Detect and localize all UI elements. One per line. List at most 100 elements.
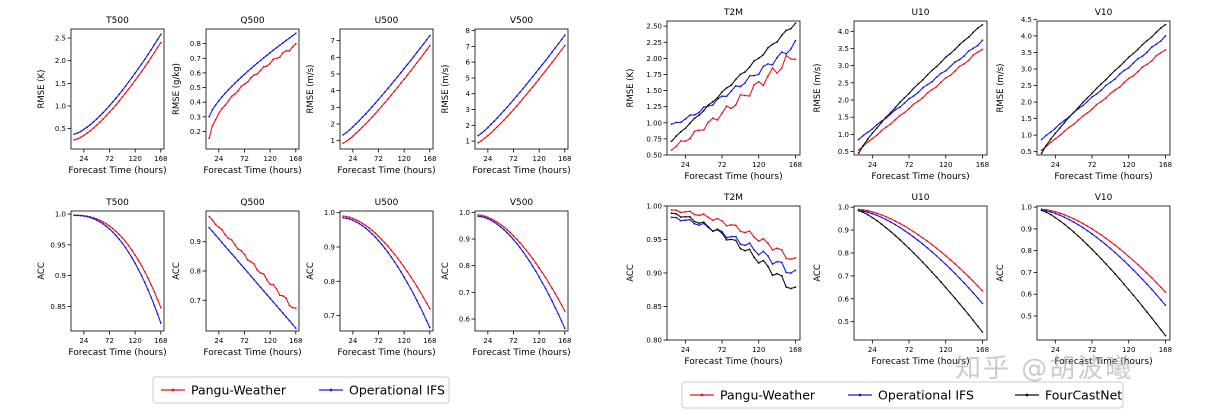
data-point-ifs (416, 51, 418, 54)
data-point-pangu (522, 245, 524, 248)
data-point-ifs (1164, 35, 1167, 37)
data-point-pangu (1137, 263, 1139, 266)
data-point-ifs (762, 250, 765, 253)
data-point-ifs (903, 229, 906, 232)
series-line-fcn (671, 212, 796, 290)
data-point-ifs (944, 70, 947, 72)
data-point-ifs (899, 106, 901, 108)
data-point-pangu (721, 112, 723, 115)
data-point-pangu (519, 241, 521, 244)
data-point-pangu (538, 266, 540, 269)
data-point-ifs (111, 231, 114, 233)
data-point-ifs (86, 126, 88, 129)
data-point-ifs (480, 215, 483, 218)
data-point-fcn (1109, 74, 1112, 76)
x-axis-label: Forecast Time (hours) (68, 166, 166, 176)
x-tick-label: 72 (905, 346, 914, 354)
data-point-pangu (535, 82, 537, 84)
data-point-ifs (538, 276, 540, 278)
y-tick-label: 0.85 (50, 303, 66, 311)
data-point-pangu (278, 56, 281, 59)
series-line-ifs (208, 227, 297, 329)
data-point-fcn (1049, 213, 1052, 216)
series-line-ifs (1041, 35, 1166, 140)
y-tick-label: 1 (466, 138, 470, 146)
data-point-fcn (976, 325, 979, 328)
data-point-pangu (159, 41, 162, 44)
series-line-pangu (478, 214, 566, 312)
data-point-pangu (143, 270, 146, 273)
data-point-pangu (140, 70, 143, 73)
y-axis-label: RMSE (K) (626, 69, 636, 108)
data-point-ifs (137, 67, 140, 70)
data-point-pangu (702, 213, 705, 216)
y-tick-label: 1.5 (1021, 115, 1032, 123)
series-line-pangu (858, 208, 983, 292)
data-point-pangu (486, 216, 489, 219)
data-point-pangu (1109, 240, 1112, 243)
data-point-ifs (496, 116, 499, 119)
x-tick-label: 168 (789, 161, 802, 169)
data-point-ifs (899, 226, 901, 229)
data-point-pangu (272, 283, 275, 286)
data-point-ifs (269, 51, 271, 54)
data-point-ifs (256, 282, 259, 285)
subplot-title: T2M (723, 8, 743, 18)
data-point-fcn (739, 73, 742, 76)
data-point-pangu (876, 134, 878, 137)
data-point-pangu (361, 222, 364, 225)
data-point-ifs (944, 263, 947, 266)
y-tick-label: 2.00 (646, 55, 662, 63)
data-point-pangu (716, 217, 719, 220)
data-point-pangu (1091, 228, 1093, 230)
y-tick-label: 1.25 (646, 103, 662, 111)
data-point-fcn (935, 276, 938, 278)
data-point-pangu (544, 70, 547, 72)
data-point-ifs (547, 55, 550, 58)
data-point-pangu (1086, 225, 1089, 228)
data-point-pangu (253, 74, 256, 76)
data-point-ifs (963, 282, 965, 284)
data-point-pangu (99, 121, 101, 124)
data-point-ifs (108, 104, 111, 107)
data-point-pangu (282, 51, 284, 54)
data-point-ifs (272, 301, 275, 303)
data-point-ifs (127, 81, 130, 83)
x-tick-label: 168 (976, 161, 989, 169)
data-point-fcn (1086, 243, 1089, 246)
series-line-fcn (858, 24, 983, 154)
data-point-ifs (712, 104, 714, 106)
y-tick-label: 0.7 (190, 55, 201, 63)
subplot-title: U500 (375, 16, 399, 26)
data-point-pangu (1146, 272, 1148, 275)
data-point-pangu (294, 42, 297, 45)
data-point-ifs (150, 48, 153, 51)
data-point-pangu (259, 69, 262, 72)
data-point-ifs (744, 82, 746, 84)
data-point-ifs (390, 256, 393, 258)
data-point-pangu (712, 219, 714, 222)
data-point-pangu (480, 139, 483, 142)
data-point-fcn (707, 226, 710, 228)
subplot-title: U10 (911, 193, 929, 203)
data-point-pangu (390, 94, 393, 96)
data-point-ifs (958, 277, 961, 279)
data-point-ifs (342, 133, 345, 136)
data-point-pangu (541, 74, 544, 76)
data-point-pangu (345, 215, 348, 218)
y-tick-label: 2 (466, 122, 470, 130)
x-axis-label: Forecast Time (hours) (871, 172, 969, 182)
data-point-pangu (1095, 231, 1098, 233)
plot-frame (853, 20, 988, 156)
data-point-fcn (954, 297, 956, 299)
data-point-pangu (493, 128, 496, 131)
data-point-ifs (262, 290, 265, 292)
data-point-pangu (871, 211, 874, 213)
data-point-ifs (234, 256, 236, 259)
data-point-ifs (124, 246, 127, 249)
series-line-pangu (74, 42, 162, 141)
data-point-pangu (503, 119, 505, 121)
data-point-ifs (908, 97, 910, 100)
data-point-ifs (1164, 304, 1167, 306)
y-tick-label: 0.9 (55, 272, 66, 280)
